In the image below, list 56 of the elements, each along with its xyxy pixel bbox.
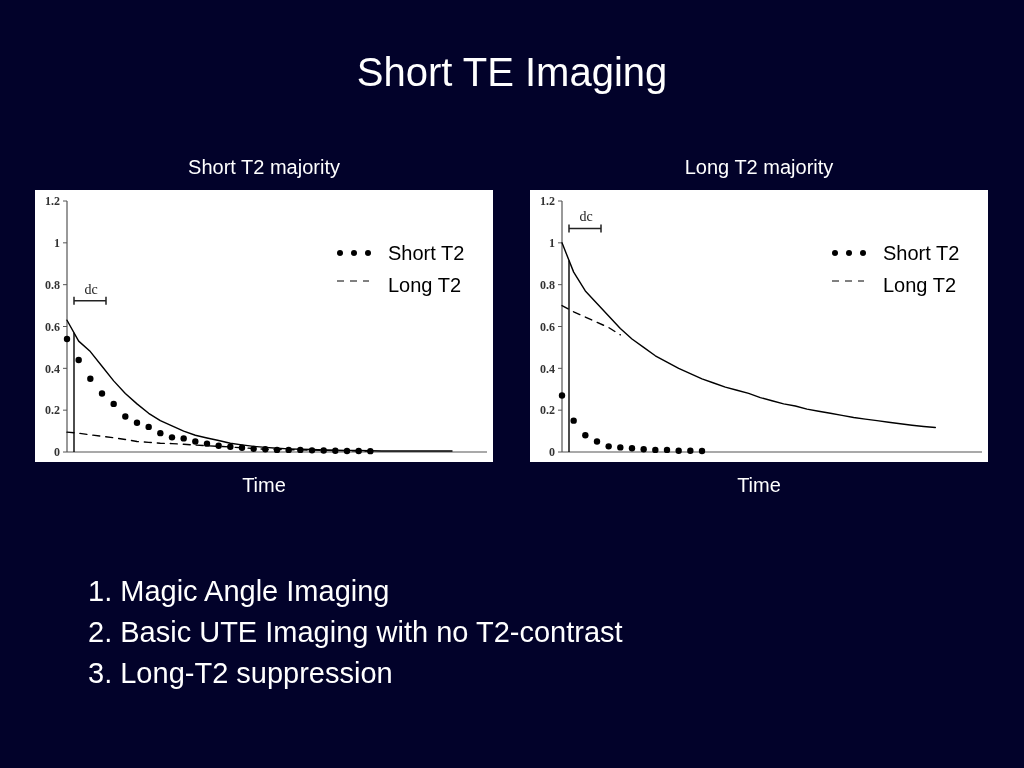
legend-label: Long T2 xyxy=(883,274,957,296)
point xyxy=(63,335,71,343)
point xyxy=(75,356,82,364)
point xyxy=(215,442,222,449)
y-tick-label: 1 xyxy=(549,236,555,251)
point xyxy=(605,443,612,450)
y-tick-label: 0.2 xyxy=(45,403,60,418)
point xyxy=(122,413,129,420)
y-tick-label: 0.6 xyxy=(540,319,555,334)
x-axis-title: Time xyxy=(737,474,781,496)
point xyxy=(628,445,636,452)
legend-label: Long T2 xyxy=(388,274,462,296)
line-series xyxy=(561,304,622,336)
point xyxy=(180,435,187,442)
y-tick-label: 0.4 xyxy=(540,361,555,376)
point xyxy=(640,446,647,453)
point xyxy=(698,447,706,455)
point xyxy=(110,400,117,408)
y-tick-label: 0.8 xyxy=(540,277,555,292)
y-tick-label: 0.6 xyxy=(45,319,60,334)
point xyxy=(203,440,211,447)
y-tick-label: 0.4 xyxy=(45,361,60,376)
point xyxy=(145,423,152,431)
legend-label: Short T2 xyxy=(388,242,465,264)
point xyxy=(570,417,577,424)
text: Short TE Imaging xyxy=(356,50,668,94)
legend-label: Short T2 xyxy=(883,242,960,264)
point xyxy=(687,447,694,454)
y-tick-label: 0 xyxy=(549,445,555,460)
y-tick-label: 0.8 xyxy=(45,277,60,292)
annotation: dc xyxy=(84,281,98,297)
point xyxy=(98,390,106,397)
point xyxy=(593,438,601,445)
text: 3. Long-T2 suppression xyxy=(88,657,393,689)
chart-title: Short T2 majority xyxy=(188,156,340,178)
annotation: dc xyxy=(579,209,593,225)
point xyxy=(133,419,141,426)
point xyxy=(652,446,659,454)
x-axis-title: Time xyxy=(242,474,286,496)
y-tick-label: 0.2 xyxy=(540,403,555,418)
point xyxy=(168,434,176,441)
y-tick-label: 1.2 xyxy=(540,194,555,209)
y-tick-label: 1.2 xyxy=(45,194,60,209)
chart-title: Long T2 majority xyxy=(684,156,834,178)
text: 2. Basic UTE Imaging with no T2-contrast xyxy=(88,616,623,648)
point xyxy=(675,447,682,454)
point xyxy=(87,375,94,382)
point xyxy=(617,444,624,451)
y-tick-label: 0 xyxy=(54,445,60,460)
y-tick-label: 1 xyxy=(54,236,60,251)
point xyxy=(582,432,589,439)
point xyxy=(157,429,164,437)
point xyxy=(192,438,199,445)
point xyxy=(663,446,671,454)
text: 1. Magic Angle Imaging xyxy=(88,575,390,607)
point xyxy=(558,392,566,399)
